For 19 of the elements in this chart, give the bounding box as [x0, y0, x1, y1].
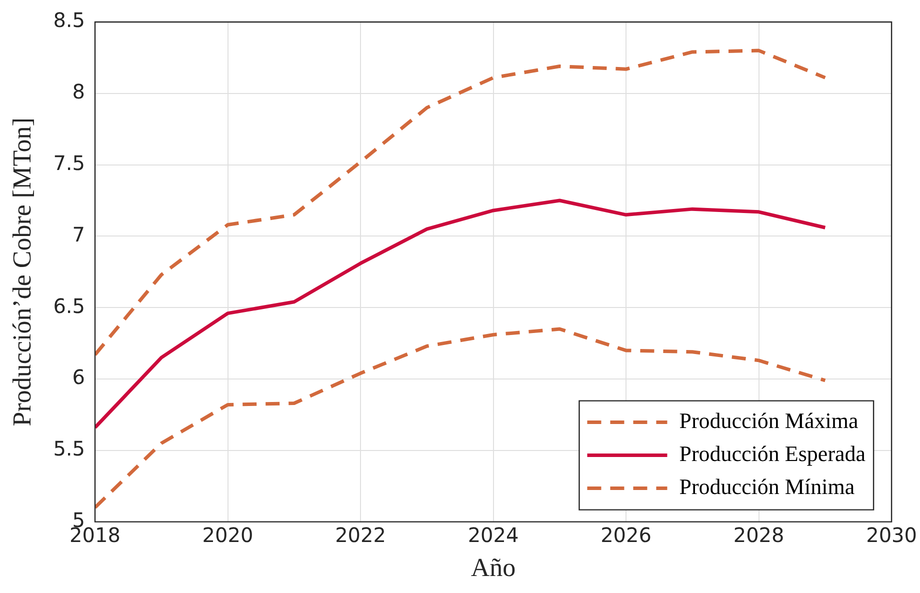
- x-tick-label: 2030: [866, 523, 918, 548]
- y-tick-label: 7: [72, 222, 86, 246]
- x-tick-label: 2024: [468, 523, 519, 548]
- x-axis-title: Año: [470, 553, 516, 582]
- y-axis-title: Producción’de Cobre [MTon]: [7, 118, 36, 426]
- legend-label: Producción Esperada: [679, 441, 866, 466]
- x-tick-label: 2020: [202, 523, 254, 548]
- y-tick-label: 6.5: [53, 294, 86, 318]
- legend-label: Producción Máxima: [679, 408, 858, 434]
- y-tick-label: 5.5: [53, 436, 86, 461]
- y-tick-label: 6: [72, 365, 86, 390]
- x-tick-label: 2026: [600, 523, 652, 548]
- line-series: [95, 48, 827, 356]
- y-tick-label: 7.5: [53, 151, 86, 176]
- y-tick-label: 8: [72, 80, 86, 104]
- x-tick-label: 2028: [733, 523, 784, 548]
- legend-label: Producción Mínima: [679, 474, 855, 500]
- x-tick-label: 2022: [335, 523, 386, 548]
- y-tick-label: 8.5: [53, 8, 86, 32]
